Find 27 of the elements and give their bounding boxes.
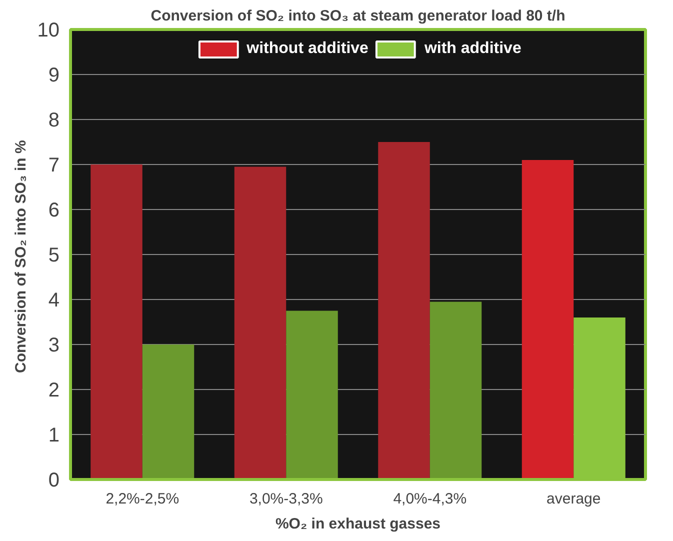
y-tick-label: 10 xyxy=(37,20,60,42)
bar xyxy=(90,164,142,480)
y-tick-label: 3 xyxy=(48,334,60,356)
x-axis-title: %O₂ in exhaust gasses xyxy=(275,516,441,532)
y-tick-label: 7 xyxy=(48,154,60,176)
legend-label: with additive xyxy=(424,40,522,58)
y-tick-label: 4 xyxy=(48,290,60,312)
bar xyxy=(142,344,194,480)
y-tick-label: 5 xyxy=(48,244,60,266)
bar xyxy=(286,310,338,480)
chart-title: Conversion of SO₂ into SO₃ at steam generator load 80 t/h xyxy=(150,8,566,24)
x-tick-label: 2,2%-2,5% xyxy=(106,490,180,508)
x-tick-label: 3,0%-3,3% xyxy=(249,490,323,508)
y-tick-label: 0 xyxy=(48,470,60,492)
x-tick-label: 4,0%-4,3% xyxy=(393,490,467,508)
y-tick-label: 8 xyxy=(48,110,60,132)
bar xyxy=(430,302,482,480)
y-tick-label: 6 xyxy=(48,200,60,222)
y-tick-label: 9 xyxy=(48,64,60,86)
bar xyxy=(378,142,430,480)
y-tick-label: 2 xyxy=(48,380,60,402)
y-tick-label: 1 xyxy=(48,424,60,446)
x-tick-label: average xyxy=(546,490,601,508)
legend-label: without additive xyxy=(246,40,368,58)
bar xyxy=(522,160,574,480)
y-axis-title: Conversion of SO₂ into SO₃ in % xyxy=(12,140,30,373)
bar xyxy=(234,166,286,480)
